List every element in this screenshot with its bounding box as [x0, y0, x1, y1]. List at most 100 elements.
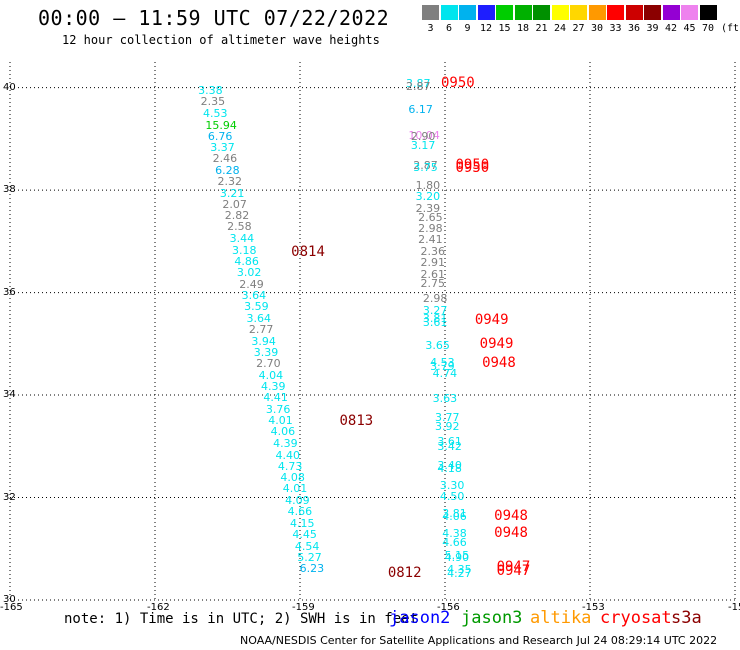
pass-time-label: 0948 [494, 507, 528, 524]
wave-height-value: 4.74 [432, 366, 458, 380]
wave-height-value: 4.54 [294, 539, 320, 553]
pass-time-label: 0949 [479, 336, 514, 353]
color-swatch-label: 6 [445, 23, 453, 34]
color-swatch-label: 70 [701, 23, 715, 34]
wave-height-value: 6.28 [215, 163, 240, 177]
wave-height-value: 3.37 [210, 141, 235, 155]
wave-height-value: 4.90 [444, 550, 470, 564]
pass-time-label: 0950 [455, 159, 490, 176]
color-swatch-label: 9 [464, 23, 471, 34]
wave-height-value: 3.75 [413, 161, 438, 175]
wave-height-value: 2.87 [413, 159, 438, 172]
wave-height-value: 4.40 [275, 448, 301, 462]
latitude-tick-label: 32 [3, 491, 16, 503]
pass-time-label: 0949 [474, 311, 509, 328]
color-swatch [533, 5, 550, 20]
wave-height-value: 5.15 [444, 548, 470, 562]
wave-height-value: 2.49 [239, 277, 264, 291]
color-swatch [625, 5, 643, 20]
pass-time-label: 0950 [441, 75, 475, 92]
wave-height-value: 3.20 [415, 190, 441, 204]
wave-height-value: 3.21 [219, 186, 245, 200]
legend-jason3: jason3 [461, 608, 523, 628]
pass-time-label: 0948 [494, 525, 528, 542]
color-scale-units: (ft) [721, 23, 740, 34]
wave-height-value: 4.53 [203, 107, 228, 121]
longitude-tick-label: -159 [292, 602, 315, 613]
wave-height-value: 3.59 [244, 300, 269, 314]
wave-height-value: 3.18 [232, 243, 257, 257]
color-swatch-label: 36 [627, 23, 641, 34]
color-swatch-label: 27 [572, 23, 585, 34]
wave-height-value: 4.01 [268, 414, 293, 428]
color-swatch-label: 42 [664, 23, 678, 34]
wave-height-value: 4.86 [234, 254, 259, 268]
wave-height-value: 3.79 [430, 359, 455, 373]
wave-height-value: 6.23 [299, 562, 325, 576]
wave-height-value: 5.27 [297, 550, 322, 564]
wave-height-value: 4.35 [447, 562, 472, 576]
color-swatch [551, 5, 569, 20]
color-swatch [440, 5, 458, 20]
wave-height-value: 15.94 [205, 118, 237, 132]
latitude-tick-label: 40 [3, 81, 16, 93]
wave-height-value: 6.17 [408, 102, 433, 116]
color-swatch-label: 45 [683, 23, 696, 34]
wave-height-value: 2.41 [418, 233, 443, 247]
wave-height-value: 2.87 [406, 79, 431, 93]
wave-height-value: 3.40 [437, 458, 462, 472]
wave-height-value: 4.01 [282, 482, 308, 496]
wave-height-value: 3.76 [265, 402, 291, 416]
wave-height-value: 4.06 [442, 509, 467, 523]
wave-height-value: 3.61 [437, 435, 462, 449]
color-swatch-label: 24 [553, 23, 567, 34]
wave-height-value: 2.07 [222, 197, 247, 211]
color-swatch [496, 5, 513, 20]
pass-time-label: 0812 [387, 565, 422, 582]
wave-height-value: 2.82 [224, 209, 250, 223]
color-swatch [699, 5, 717, 20]
latitude-tick-label: 34 [3, 389, 16, 401]
wave-height-value: 3.61 [422, 315, 448, 329]
color-swatch-label: 30 [590, 23, 604, 34]
wave-height-value: 2.35 [200, 95, 226, 109]
legend-s3a: s3a [671, 608, 702, 628]
wave-height-value: 4.38 [442, 526, 467, 540]
wave-height-value: 4.50 [439, 490, 465, 503]
longitude-tick-label: -156 [437, 602, 460, 613]
wave-height-value: 3.42 [437, 440, 462, 454]
page-subtitle: 12 hour collection of altimeter wave hei… [62, 33, 380, 47]
wave-height-value: 4.73 [277, 459, 303, 473]
wave-height-value: 3.81 [442, 507, 467, 521]
wave-height-value: 2.36 [420, 244, 446, 258]
wave-height-value: 2.58 [227, 220, 252, 234]
wave-height-value: 3.64 [246, 311, 272, 325]
pass-time-label: 0814 [291, 243, 325, 260]
color-swatch [644, 5, 661, 20]
pass-time-label: 0950 [455, 157, 490, 173]
wave-height-value: 2.98 [418, 222, 443, 236]
wave-height-value: 4.27 [447, 567, 472, 581]
color-swatch-label: 39 [646, 23, 659, 34]
latitude-tick-label: 30 [3, 594, 16, 605]
legend-altika: altika [530, 608, 592, 628]
color-swatch-label: 3 [427, 23, 434, 34]
wave-height-value: 3.39 [253, 346, 279, 360]
footnote: note: 1) Time is in UTC; 2) SWH is in fe… [64, 611, 419, 627]
wave-height-value: 4.06 [270, 425, 296, 439]
wave-height-value: 2.46 [212, 152, 238, 166]
wave-height-value: 2.61 [420, 267, 446, 281]
wave-height-value: 1.80 [415, 178, 441, 192]
wave-height-value: 2.70 [256, 357, 281, 371]
wave-height-value: 3.02 [236, 266, 262, 280]
wave-height-value: 3.77 [435, 411, 460, 425]
wave-height-value: 4.39 [261, 379, 286, 393]
wave-height-value: 3.94 [251, 334, 276, 348]
wave-height-value: 3.64 [241, 289, 267, 303]
color-swatch [459, 5, 476, 20]
pass-time-label: 0948 [482, 355, 516, 372]
longitude-tick-label: -150 [728, 602, 740, 613]
wave-height-value: 4.09 [285, 494, 310, 508]
wave-height-value: 2.77 [248, 322, 274, 336]
